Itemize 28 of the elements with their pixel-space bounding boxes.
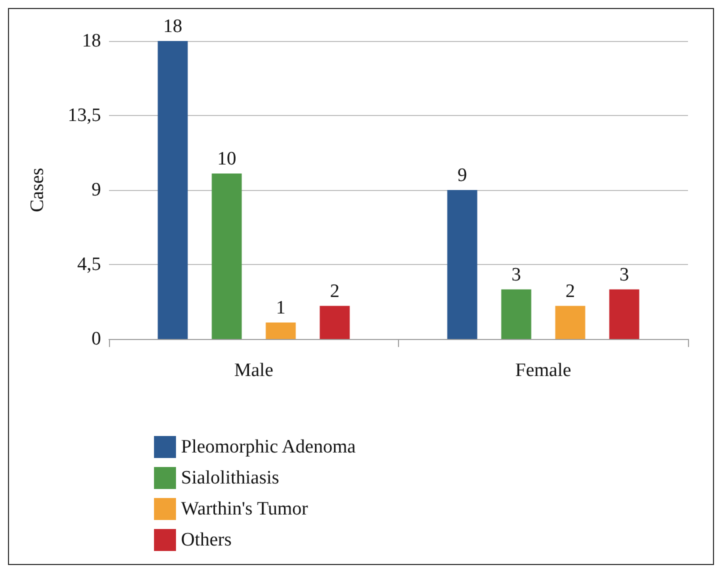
bar	[555, 306, 586, 339]
x-tick-label: Female	[515, 360, 572, 381]
bar	[320, 306, 350, 339]
y-tick-label: 13,5	[68, 105, 101, 126]
y-tick-label: 0	[92, 328, 101, 350]
data-label: 9	[458, 165, 467, 186]
data-label: 18	[163, 16, 182, 37]
y-axis-title: Cases	[27, 168, 48, 212]
legend-label: Warthin's Tumor	[181, 498, 309, 520]
x-tick-label: Male	[234, 360, 274, 381]
y-tick-label: 4,5	[77, 254, 101, 275]
data-label: 3	[620, 264, 629, 286]
bar	[158, 41, 188, 339]
bar	[609, 289, 640, 339]
legend-label: Others	[181, 530, 232, 550]
data-label: 2	[566, 280, 575, 302]
y-tick-label: 9	[92, 180, 101, 200]
data-label: 3	[512, 264, 521, 286]
legend-label: Pleomorphic Adenoma	[181, 436, 356, 458]
bar	[501, 289, 532, 339]
legend-label: Sialolithiasis	[181, 468, 280, 488]
bar	[212, 173, 242, 339]
y-tick-label: 18	[82, 30, 101, 52]
data-label: 2	[330, 280, 340, 302]
bar	[447, 190, 478, 339]
bar	[266, 322, 296, 339]
data-label: 10	[217, 148, 236, 170]
data-label: 1	[276, 297, 286, 318]
